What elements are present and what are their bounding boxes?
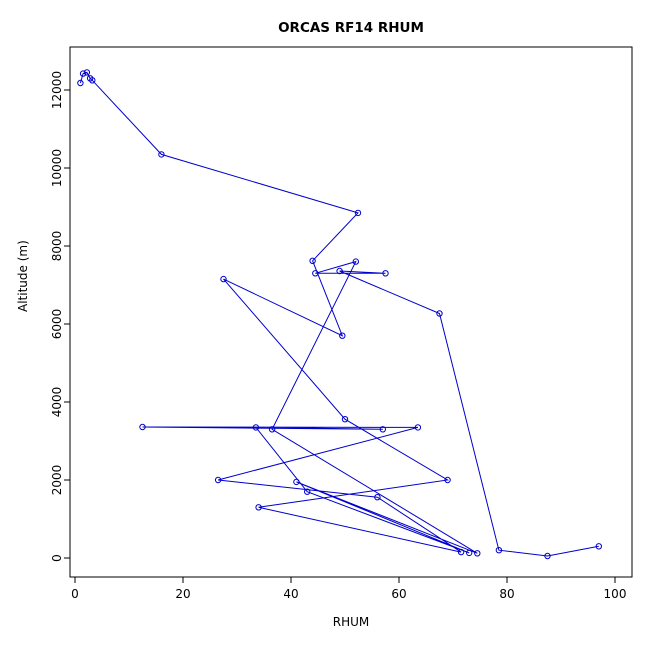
data-point-marker: [382, 270, 389, 277]
y-tick-label: 10000: [50, 149, 64, 187]
data-point-marker: [255, 504, 262, 511]
y-tick-label: 0: [50, 554, 64, 562]
data-point-marker: [220, 275, 227, 283]
data-point-marker: [214, 476, 222, 484]
data-point-marker: [293, 478, 300, 486]
data-point-marker: [304, 488, 311, 495]
data-point-marker: [444, 476, 451, 484]
plot-title: ORCAS RF14 RHUM: [278, 20, 424, 36]
data-point-marker: [312, 270, 319, 277]
data-point-marker: [83, 69, 91, 76]
data-point-marker: [495, 547, 503, 554]
data-point-marker: [457, 548, 465, 556]
y-tick-label: 4000: [50, 387, 64, 418]
y-tick-label: 8000: [50, 231, 64, 262]
data-point-marker: [379, 426, 386, 433]
data-point-marker: [339, 332, 346, 339]
data-point-marker: [544, 552, 551, 560]
data-point-marker: [414, 424, 422, 431]
plot-box: [69, 46, 633, 578]
data-point-marker: [79, 70, 87, 77]
x-axis-label: RHUM: [332, 615, 370, 629]
x-tick-label: 20: [175, 587, 190, 601]
data-point-marker: [374, 494, 381, 501]
x-tick-label: 60: [391, 587, 406, 601]
y-tick-label: 12000: [50, 71, 64, 109]
data-point-marker: [158, 151, 165, 158]
data-point-marker: [252, 424, 260, 431]
data-point-marker: [139, 423, 146, 431]
data-point-marker: [268, 426, 276, 433]
data-point-marker: [336, 267, 343, 275]
data-point-marker: [474, 550, 481, 557]
data-point-marker: [77, 79, 84, 87]
data-point-marker: [436, 310, 443, 317]
x-tick-label: 40: [283, 587, 298, 601]
y-tick-label: 2000: [50, 465, 64, 496]
x-tick-label: 100: [604, 587, 627, 601]
y-tick-label: 6000: [50, 309, 64, 340]
data-point-marker: [89, 77, 96, 84]
data-point-marker: [354, 209, 362, 217]
data-point-marker: [352, 258, 359, 265]
data-point-marker: [595, 543, 602, 550]
data-polyline: [79, 71, 599, 557]
x-tick-label: 80: [499, 587, 514, 601]
x-tick-label: 0: [71, 587, 79, 601]
data-point-marker: [341, 416, 349, 423]
data-point-marker: [466, 549, 473, 557]
data-point-marker: [309, 257, 316, 264]
